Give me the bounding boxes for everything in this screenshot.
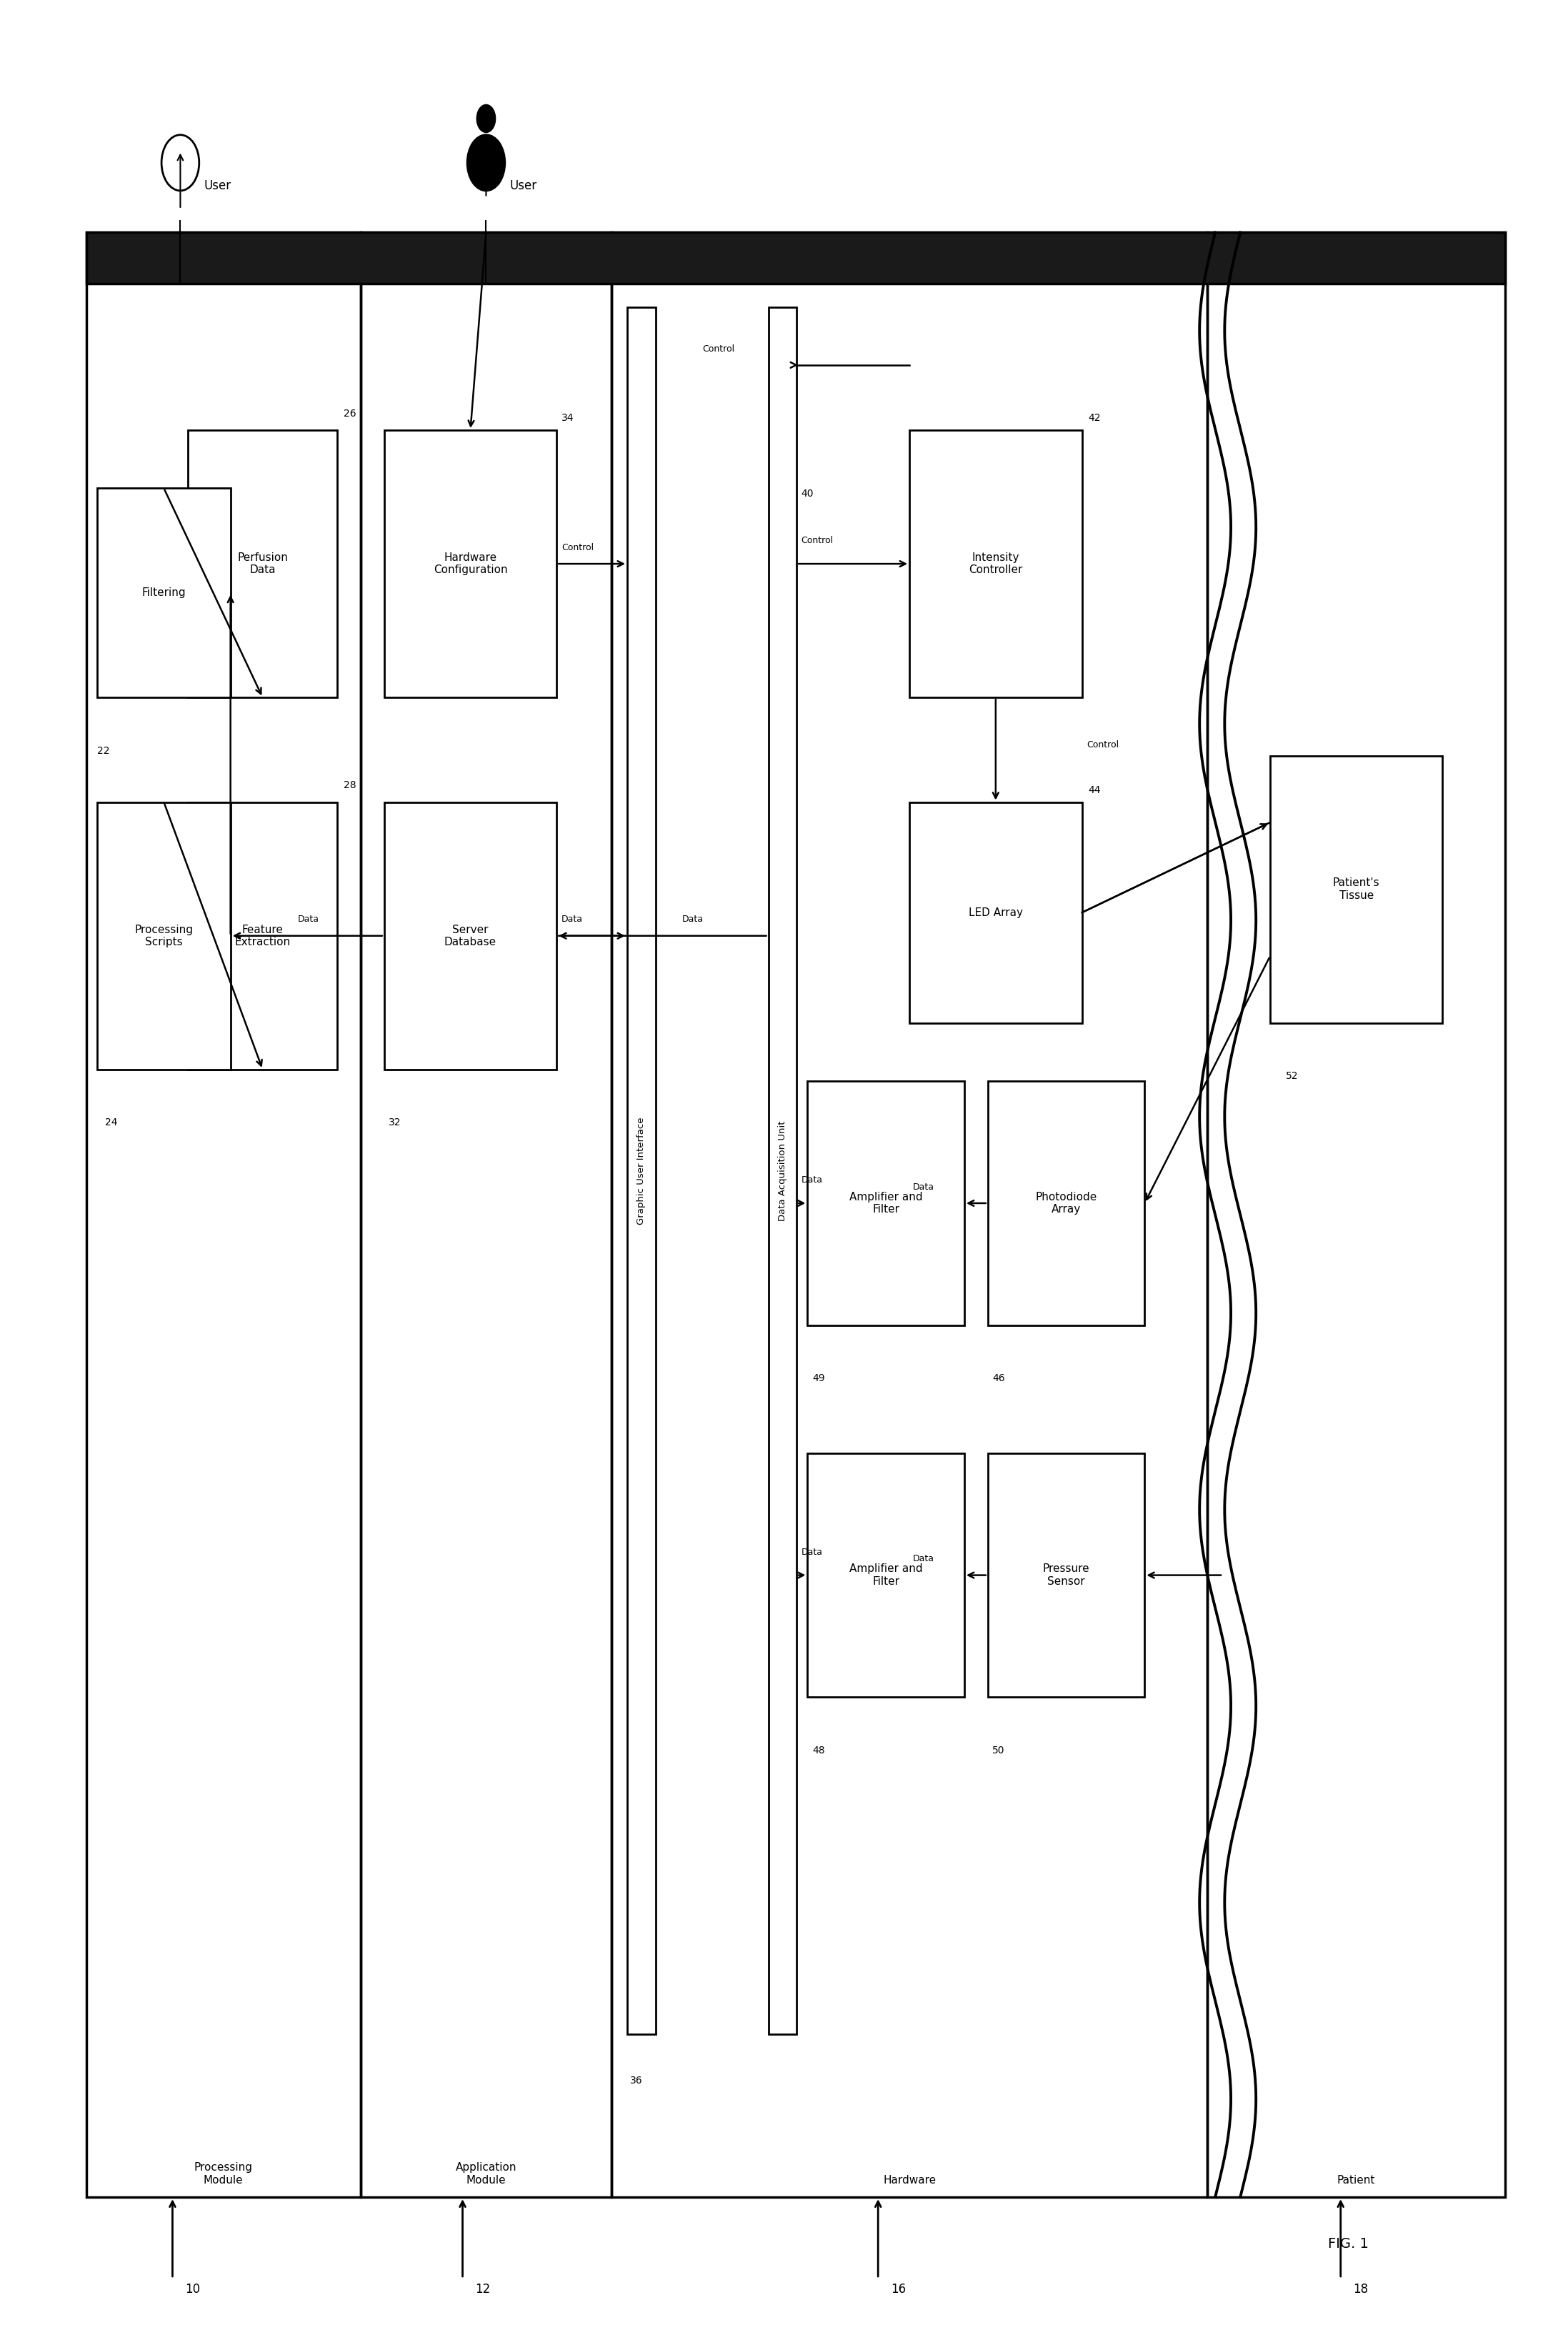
Text: 44: 44 bbox=[1088, 786, 1101, 795]
Text: Control: Control bbox=[1087, 742, 1120, 749]
Text: Data: Data bbox=[913, 1183, 935, 1190]
Text: Control: Control bbox=[702, 344, 735, 353]
Text: Photodiode
Array: Photodiode Array bbox=[1035, 1193, 1098, 1214]
Text: Amplifier and
Filter: Amplifier and Filter bbox=[850, 1565, 922, 1586]
FancyBboxPatch shape bbox=[627, 307, 655, 2034]
Text: Data: Data bbox=[913, 1555, 935, 1565]
Text: 32: 32 bbox=[389, 1118, 401, 1128]
Text: Hardware: Hardware bbox=[883, 2174, 936, 2186]
Text: 24: 24 bbox=[105, 1118, 118, 1128]
FancyBboxPatch shape bbox=[384, 802, 557, 1070]
FancyBboxPatch shape bbox=[97, 488, 230, 698]
Text: 16: 16 bbox=[891, 2283, 906, 2297]
Text: Control: Control bbox=[801, 537, 834, 546]
Text: Control: Control bbox=[561, 544, 594, 553]
FancyBboxPatch shape bbox=[768, 307, 797, 2034]
Text: 46: 46 bbox=[993, 1374, 1005, 1383]
Text: Data: Data bbox=[682, 916, 704, 925]
Text: Amplifier and
Filter: Amplifier and Filter bbox=[850, 1193, 922, 1214]
Text: Filtering: Filtering bbox=[141, 588, 187, 598]
Text: 36: 36 bbox=[630, 2076, 643, 2086]
Text: Pressure
Sensor: Pressure Sensor bbox=[1043, 1565, 1090, 1586]
Text: 26: 26 bbox=[343, 409, 356, 418]
Text: User: User bbox=[510, 179, 536, 193]
Text: Processing
Scripts: Processing Scripts bbox=[135, 925, 193, 946]
FancyBboxPatch shape bbox=[909, 802, 1082, 1023]
Text: Patient's
Tissue: Patient's Tissue bbox=[1333, 879, 1380, 900]
Text: Data: Data bbox=[298, 916, 320, 925]
Text: 40: 40 bbox=[801, 488, 814, 500]
FancyBboxPatch shape bbox=[86, 233, 1505, 284]
Text: 52: 52 bbox=[1286, 1072, 1298, 1081]
Text: Processing
Module: Processing Module bbox=[194, 2162, 252, 2186]
FancyBboxPatch shape bbox=[1270, 756, 1443, 1023]
Text: Data: Data bbox=[561, 916, 583, 925]
Text: Data: Data bbox=[801, 1176, 823, 1186]
Text: 42: 42 bbox=[1088, 414, 1101, 423]
FancyBboxPatch shape bbox=[808, 1453, 964, 1697]
Text: Graphic User Interface: Graphic User Interface bbox=[637, 1116, 646, 1225]
Text: 10: 10 bbox=[185, 2283, 201, 2297]
Text: FIG. 1: FIG. 1 bbox=[1328, 2237, 1369, 2251]
Circle shape bbox=[467, 135, 505, 191]
FancyBboxPatch shape bbox=[988, 1081, 1145, 1325]
Text: User: User bbox=[204, 179, 230, 193]
FancyBboxPatch shape bbox=[97, 802, 230, 1070]
Text: Patient: Patient bbox=[1338, 2174, 1375, 2186]
Text: 12: 12 bbox=[475, 2283, 491, 2297]
Circle shape bbox=[477, 105, 495, 133]
Text: 18: 18 bbox=[1353, 2283, 1369, 2297]
Text: Feature
Extraction: Feature Extraction bbox=[235, 925, 290, 946]
FancyBboxPatch shape bbox=[188, 802, 337, 1070]
Text: 28: 28 bbox=[343, 781, 356, 791]
Text: Server
Database: Server Database bbox=[444, 925, 497, 946]
Text: Hardware
Configuration: Hardware Configuration bbox=[433, 553, 508, 574]
FancyBboxPatch shape bbox=[909, 430, 1082, 698]
Text: Intensity
Controller: Intensity Controller bbox=[969, 553, 1022, 574]
FancyBboxPatch shape bbox=[188, 430, 337, 698]
Text: 48: 48 bbox=[812, 1746, 825, 1755]
Text: Application
Module: Application Module bbox=[456, 2162, 516, 2186]
Text: 50: 50 bbox=[993, 1746, 1005, 1755]
Text: 49: 49 bbox=[812, 1374, 825, 1383]
Text: LED Array: LED Array bbox=[969, 907, 1022, 918]
FancyBboxPatch shape bbox=[808, 1081, 964, 1325]
Text: 34: 34 bbox=[561, 414, 574, 423]
Text: Data: Data bbox=[801, 1548, 823, 1558]
Text: Data Acquisition Unit: Data Acquisition Unit bbox=[778, 1121, 787, 1221]
FancyBboxPatch shape bbox=[988, 1453, 1145, 1697]
Text: 22: 22 bbox=[97, 746, 110, 756]
FancyBboxPatch shape bbox=[384, 430, 557, 698]
Text: Perfusion
Data: Perfusion Data bbox=[237, 553, 289, 574]
